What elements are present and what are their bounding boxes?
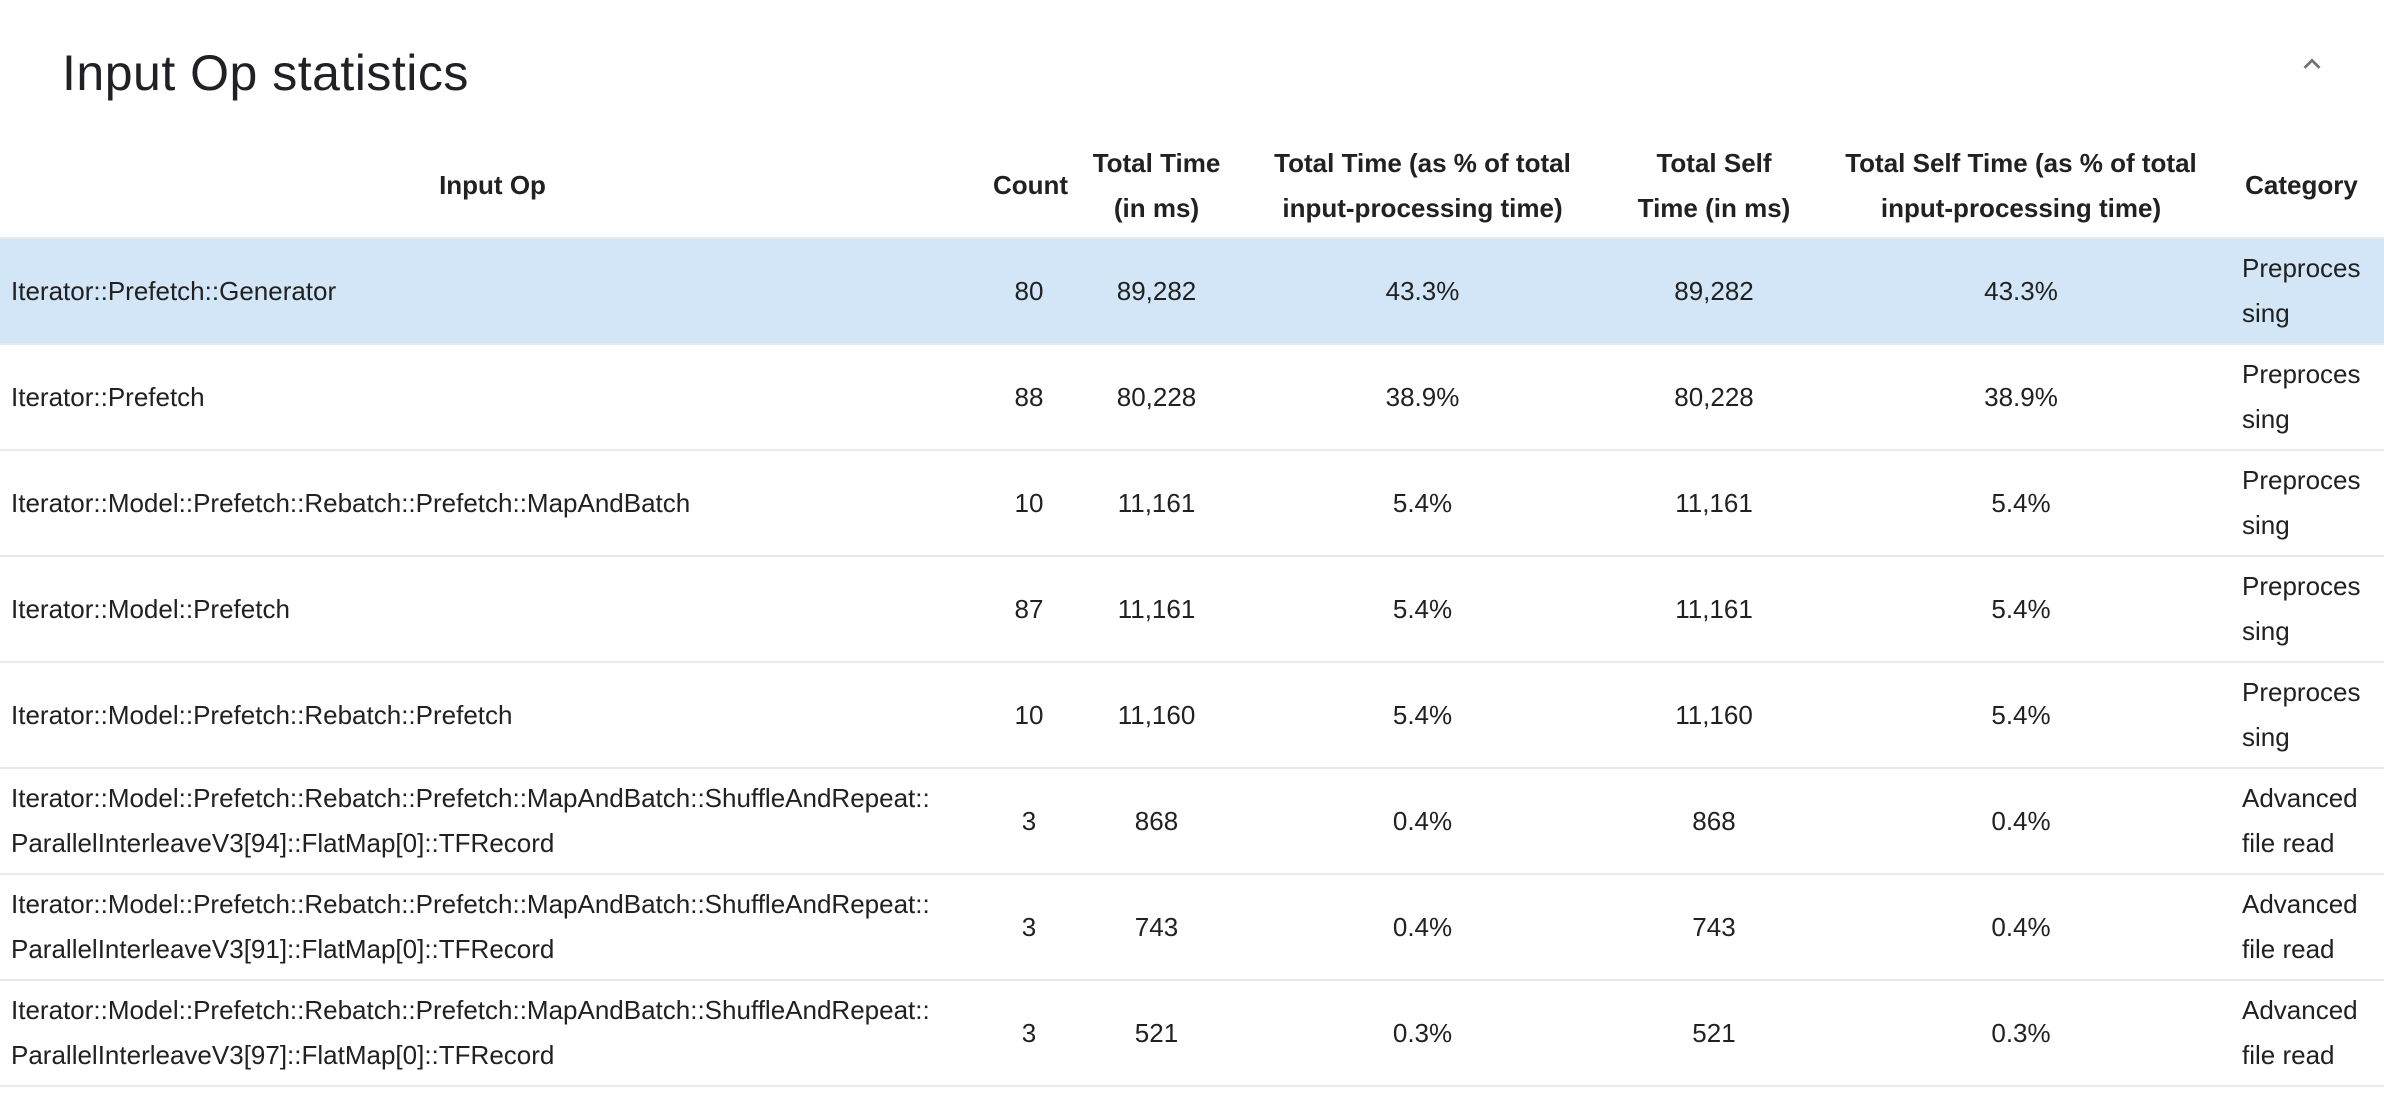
input-op-cell: Iterator::Model::Prefetch::Rebatch::Pref… xyxy=(11,783,930,858)
table-row[interactable]: Iterator::Model::Prefetch::Rebatch::Pref… xyxy=(0,874,2384,980)
table-row[interactable]: Iterator::Model::Prefetch::Rebatch::Pref… xyxy=(0,450,2384,556)
total-time-pct-cell: 0.3% xyxy=(1392,1017,1453,1048)
col-header-category[interactable]: Category xyxy=(2245,170,2358,200)
col-header-self-time-pct[interactable]: Total Self Time (as % of total input-pro… xyxy=(1845,147,2197,223)
count-cell: 3 xyxy=(1021,1017,1037,1048)
self-time-pct-cell: 5.4% xyxy=(1991,699,2051,730)
self-time-cell: 89,282 xyxy=(1674,275,1754,306)
input-op-table: Input Op Count Total Time (in ms) Total … xyxy=(0,134,2384,1087)
self-time-cell: 11,161 xyxy=(1675,487,1753,518)
category-cell: Preprocessing xyxy=(2242,465,2361,540)
input-op-cell: Iterator::Prefetch::Generator xyxy=(11,275,337,306)
count-cell: 3 xyxy=(1021,805,1037,836)
count-cell: 10 xyxy=(1014,487,1044,518)
total-time-cell: 11,160 xyxy=(1117,699,1196,730)
self-time-pct-cell: 5.4% xyxy=(1991,593,2051,624)
total-time-cell: 11,161 xyxy=(1117,487,1196,518)
table-body: Iterator::Prefetch::Generator 80 89,282 … xyxy=(0,238,2384,1086)
total-time-cell: 80,228 xyxy=(1116,381,1197,412)
col-header-count[interactable]: Count xyxy=(993,170,1069,200)
category-cell: Preprocessing xyxy=(2242,253,2361,328)
col-header-total-time-pct[interactable]: Total Time (as % of total input-processi… xyxy=(1274,147,1571,223)
count-cell: 3 xyxy=(1021,911,1037,942)
self-time-pct-cell: 0.4% xyxy=(1991,805,2051,836)
table-row[interactable]: Iterator::Prefetch 88 80,228 38.9% 80,22… xyxy=(0,344,2384,450)
input-op-cell: Iterator::Prefetch xyxy=(11,381,205,412)
self-time-cell: 743 xyxy=(1692,911,1736,942)
self-time-pct-cell: 0.4% xyxy=(1991,911,2051,942)
table-row[interactable]: Iterator::Model::Prefetch::Rebatch::Pref… xyxy=(0,980,2384,1086)
self-time-pct-cell: 43.3% xyxy=(1984,275,2058,306)
self-time-cell: 521 xyxy=(1692,1017,1736,1048)
collapse-panel-button[interactable] xyxy=(2292,44,2332,84)
total-time-pct-cell: 0.4% xyxy=(1392,911,1453,942)
self-time-cell: 80,228 xyxy=(1674,381,1754,412)
self-time-pct-cell: 38.9% xyxy=(1984,381,2058,412)
count-cell: 87 xyxy=(1014,593,1044,624)
total-time-cell: 521 xyxy=(1134,1017,1179,1048)
category-cell: Preprocessing xyxy=(2242,571,2361,646)
category-cell: Advanced file read xyxy=(2242,995,2358,1070)
input-op-cell: Iterator::Model::Prefetch::Rebatch::Pref… xyxy=(11,699,513,730)
input-op-cell: Iterator::Model::Prefetch::Rebatch::Pref… xyxy=(11,995,930,1070)
self-time-cell: 11,161 xyxy=(1675,593,1753,624)
input-op-cell: Iterator::Model::Prefetch::Rebatch::Pref… xyxy=(11,487,691,518)
total-time-cell: 11,161 xyxy=(1117,593,1196,624)
self-time-pct-cell: 5.4% xyxy=(1991,487,2051,518)
table-row[interactable]: Iterator::Model::Prefetch::Rebatch::Pref… xyxy=(0,662,2384,768)
col-header-self-time[interactable]: Total Self Time (in ms) xyxy=(1637,147,1791,223)
col-header-input-op[interactable]: Input Op xyxy=(439,170,546,200)
self-time-cell: 868 xyxy=(1692,805,1736,836)
table-row[interactable]: Iterator::Model::Prefetch::Rebatch::Pref… xyxy=(0,768,2384,874)
input-op-cell: Iterator::Model::Prefetch::Rebatch::Pref… xyxy=(11,889,930,964)
count-cell: 88 xyxy=(1014,381,1044,412)
col-header-total-time[interactable]: Total Time (in ms) xyxy=(1092,147,1221,223)
table-row[interactable]: Iterator::Prefetch::Generator 80 89,282 … xyxy=(0,238,2384,344)
panel-title: Input Op statistics xyxy=(62,45,469,101)
self-time-pct-cell: 0.3% xyxy=(1991,1017,2051,1048)
category-cell: Preprocessing xyxy=(2242,359,2361,434)
table-header-row: Input Op Count Total Time (in ms) Total … xyxy=(0,134,2384,238)
total-time-pct-cell: 5.4% xyxy=(1392,593,1453,624)
table-row[interactable]: Iterator::Model::Prefetch 87 11,161 5.4%… xyxy=(0,556,2384,662)
input-op-cell: Iterator::Model::Prefetch xyxy=(11,593,290,624)
count-cell: 80 xyxy=(1014,275,1044,306)
total-time-pct-cell: 0.4% xyxy=(1392,805,1453,836)
total-time-cell: 89,282 xyxy=(1116,275,1197,306)
category-cell: Advanced file read xyxy=(2242,889,2358,964)
total-time-pct-cell: 38.9% xyxy=(1385,381,1460,412)
self-time-cell: 11,160 xyxy=(1675,699,1753,730)
total-time-cell: 743 xyxy=(1134,911,1179,942)
category-cell: Advanced file read xyxy=(2242,783,2358,858)
chevron-up-icon xyxy=(2303,58,2321,69)
total-time-pct-cell: 5.4% xyxy=(1392,699,1453,730)
total-time-pct-cell: 5.4% xyxy=(1392,487,1453,518)
total-time-cell: 868 xyxy=(1134,805,1179,836)
count-cell: 10 xyxy=(1014,699,1044,730)
total-time-pct-cell: 43.3% xyxy=(1385,275,1460,306)
category-cell: Preprocessing xyxy=(2242,677,2361,752)
